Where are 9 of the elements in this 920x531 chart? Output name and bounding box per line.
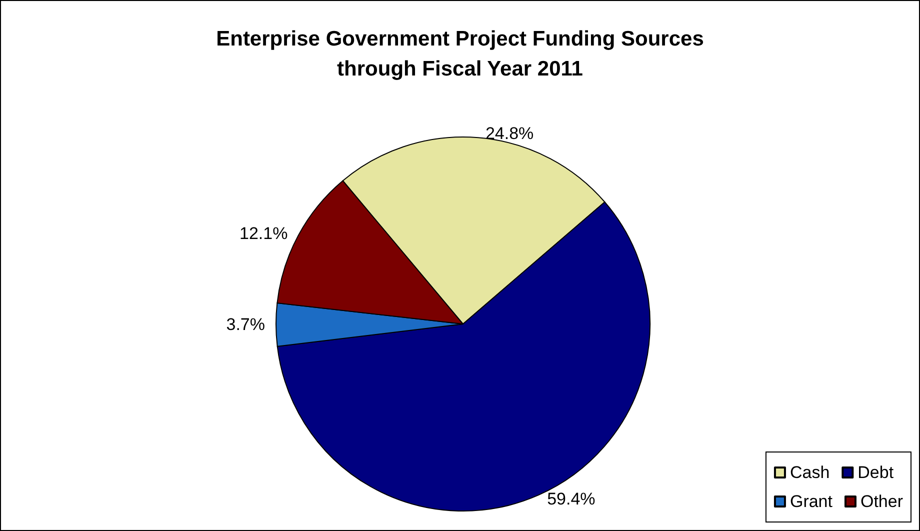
data-label: 3.7% bbox=[226, 315, 265, 334]
legend-label: Cash bbox=[790, 463, 830, 482]
legend-label: Debt bbox=[858, 463, 894, 482]
data-label: 59.4% bbox=[547, 489, 596, 508]
data-label: 24.8% bbox=[485, 124, 534, 144]
legend-label: Other bbox=[860, 492, 904, 511]
data-label: 12.1% bbox=[240, 224, 288, 244]
legend-label: Grant bbox=[790, 492, 833, 511]
chart-title: Enterprise Government Project Funding Sources through Fiscal Year 2011 bbox=[216, 28, 704, 80]
